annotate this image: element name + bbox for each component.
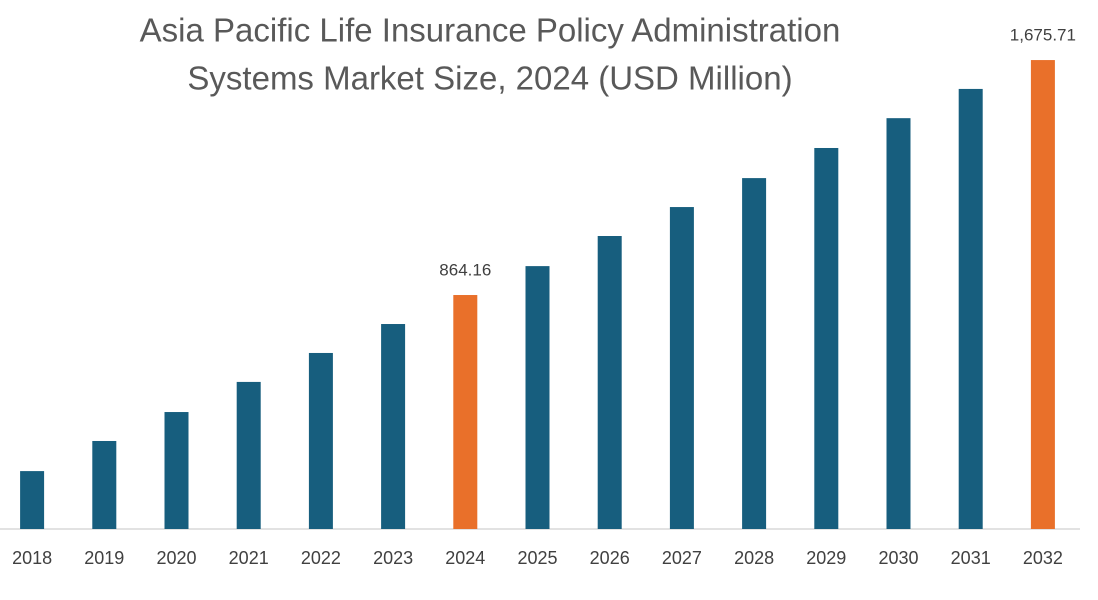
x-tick-label: 2019 bbox=[84, 548, 124, 568]
bar bbox=[308, 352, 333, 529]
x-tick-label: 2026 bbox=[590, 548, 630, 568]
bar bbox=[20, 471, 45, 529]
x-tick-label: 2031 bbox=[951, 548, 991, 568]
x-tick-label: 2032 bbox=[1023, 548, 1063, 568]
bar bbox=[236, 381, 261, 529]
x-tick-label: 2028 bbox=[734, 548, 774, 568]
bar bbox=[669, 207, 694, 529]
x-tick-label: 2018 bbox=[12, 548, 52, 568]
x-tick-label: 2030 bbox=[878, 548, 918, 568]
bar bbox=[597, 236, 622, 530]
x-tick-label: 2024 bbox=[445, 548, 485, 568]
x-tick-label: 2021 bbox=[229, 548, 269, 568]
value-label: 864.16 bbox=[439, 261, 491, 280]
x-tick-label: 2020 bbox=[156, 548, 196, 568]
x-tick-label: 2029 bbox=[806, 548, 846, 568]
x-tick-label: 2023 bbox=[373, 548, 413, 568]
bar bbox=[92, 440, 117, 529]
bar bbox=[453, 295, 478, 529]
bar bbox=[958, 88, 983, 529]
bar bbox=[742, 178, 767, 529]
x-tick-label: 2025 bbox=[517, 548, 557, 568]
bar bbox=[381, 324, 406, 529]
chart-title: Asia Pacific Life Insurance Policy Admin… bbox=[140, 12, 841, 49]
bar bbox=[886, 118, 911, 529]
value-label: 1,675.71 bbox=[1010, 26, 1076, 45]
x-tick-label: 2027 bbox=[662, 548, 702, 568]
bar bbox=[1030, 60, 1055, 529]
chart-title: Systems Market Size, 2024 (USD Million) bbox=[187, 60, 792, 97]
bar bbox=[525, 266, 550, 529]
bar bbox=[164, 412, 189, 529]
x-tick-label: 2022 bbox=[301, 548, 341, 568]
bar bbox=[814, 147, 839, 529]
